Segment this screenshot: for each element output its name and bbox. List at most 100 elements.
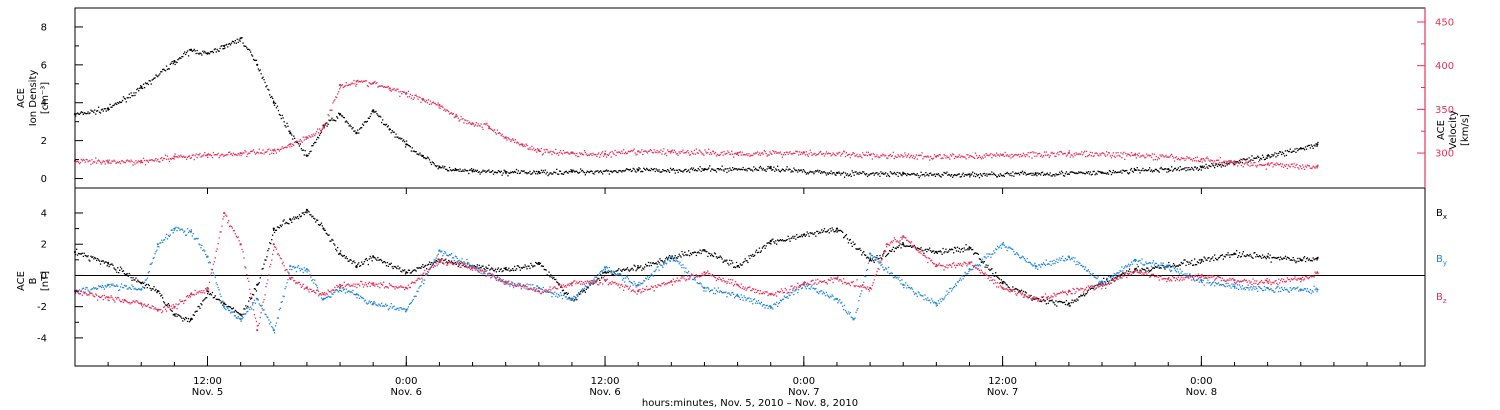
top-point bbox=[462, 118, 464, 120]
bottom-point bbox=[436, 255, 438, 257]
top-point bbox=[541, 171, 543, 174]
bottom-point bbox=[407, 269, 410, 271]
top-point bbox=[1174, 167, 1177, 169]
bottom-point bbox=[834, 230, 836, 233]
top-point bbox=[629, 168, 631, 171]
top-point bbox=[305, 138, 307, 140]
bottom-point bbox=[925, 248, 927, 250]
bottom-point bbox=[95, 257, 97, 260]
top-point bbox=[624, 151, 627, 153]
bottom-point bbox=[706, 287, 708, 289]
top-value-point bbox=[802, 151, 805, 154]
bottom-point bbox=[279, 307, 281, 309]
bottom-point bbox=[916, 295, 918, 297]
top-value-point bbox=[438, 103, 441, 107]
bottom-point bbox=[365, 257, 367, 260]
bottom-point bbox=[826, 230, 828, 232]
bottom-point bbox=[262, 267, 264, 270]
bottom-point bbox=[681, 266, 683, 269]
top-point bbox=[381, 85, 383, 87]
bottom-point bbox=[511, 269, 513, 271]
bottom-point bbox=[545, 269, 547, 271]
top-point bbox=[180, 57, 182, 59]
bottom-point bbox=[752, 253, 754, 256]
bottom-point bbox=[185, 234, 188, 236]
top-point bbox=[167, 68, 170, 70]
top-point bbox=[366, 120, 368, 123]
bottom-point bbox=[443, 253, 445, 255]
top-point bbox=[833, 172, 835, 174]
top-point bbox=[1149, 155, 1151, 157]
bottom-point bbox=[137, 288, 139, 291]
bottom-point bbox=[371, 260, 373, 262]
top-point bbox=[312, 135, 314, 137]
bottom-point bbox=[450, 253, 453, 255]
bottom-point bbox=[710, 255, 712, 257]
bottom-point bbox=[274, 229, 277, 231]
top-point bbox=[918, 177, 920, 179]
top-point bbox=[613, 170, 615, 172]
bottom-point bbox=[985, 257, 987, 259]
top-point bbox=[1258, 156, 1260, 158]
bottom-point bbox=[191, 318, 193, 320]
top-point bbox=[460, 170, 462, 172]
top-point bbox=[346, 121, 348, 123]
bottom-point bbox=[285, 221, 287, 224]
bottom-point bbox=[234, 309, 236, 311]
bottom-point bbox=[881, 263, 883, 266]
top-point bbox=[162, 68, 164, 71]
bottom-point bbox=[747, 297, 749, 299]
bottom-point bbox=[831, 294, 833, 296]
top-point bbox=[532, 149, 534, 151]
bottom-point bbox=[391, 266, 393, 268]
bottom-point bbox=[1232, 254, 1234, 256]
top-point bbox=[633, 148, 635, 150]
bottom-point bbox=[692, 278, 695, 281]
top-point bbox=[393, 87, 395, 90]
top-point bbox=[1008, 173, 1010, 175]
top-point bbox=[1237, 165, 1239, 167]
top-point bbox=[947, 157, 949, 159]
top-point bbox=[198, 154, 200, 156]
top-point bbox=[269, 153, 271, 155]
top-point bbox=[878, 172, 880, 175]
top-point bbox=[392, 131, 394, 133]
top-point bbox=[486, 122, 488, 124]
top-point bbox=[1146, 153, 1148, 155]
top-point bbox=[801, 171, 804, 173]
top-point bbox=[377, 86, 379, 88]
top-point bbox=[280, 148, 282, 150]
top-point bbox=[989, 173, 991, 175]
bottom-point bbox=[900, 283, 902, 285]
bottom-point bbox=[397, 307, 399, 310]
bottom-point bbox=[335, 248, 337, 250]
bottom-point bbox=[96, 288, 98, 290]
top-point bbox=[81, 111, 83, 114]
bottom-point bbox=[805, 288, 807, 290]
bottom-point bbox=[244, 308, 246, 310]
top-point bbox=[434, 164, 436, 167]
bottom-point bbox=[709, 291, 711, 293]
bottom-point bbox=[412, 269, 414, 272]
bottom-point bbox=[1303, 256, 1306, 258]
bottom-point bbox=[232, 311, 235, 313]
bottom-point bbox=[750, 298, 752, 300]
bottom-point bbox=[954, 247, 957, 249]
bottom-point bbox=[1012, 286, 1014, 288]
bottom-point bbox=[518, 284, 521, 286]
bottom-value-point bbox=[1233, 252, 1236, 255]
bottom-point bbox=[677, 260, 679, 263]
top-point bbox=[260, 152, 262, 154]
bottom-point bbox=[810, 232, 812, 235]
bottom-point bbox=[98, 260, 101, 262]
top-point bbox=[1228, 163, 1230, 165]
bottom-point bbox=[362, 263, 365, 265]
top-point bbox=[1191, 166, 1193, 169]
top-point bbox=[657, 170, 659, 172]
top-point bbox=[1085, 171, 1088, 173]
top-point bbox=[1121, 157, 1123, 159]
bottom-point bbox=[215, 298, 217, 300]
top-point bbox=[672, 151, 674, 154]
bottom-point bbox=[310, 276, 312, 278]
bottom-point bbox=[159, 292, 161, 295]
